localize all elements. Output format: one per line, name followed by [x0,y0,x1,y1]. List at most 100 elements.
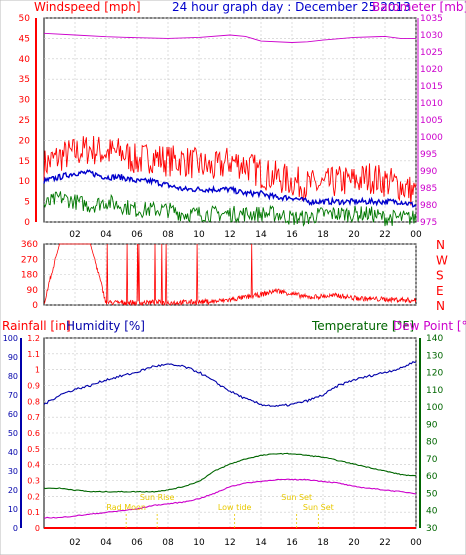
time-tick-label-bottom: 08 [162,538,174,548]
rainfall-tick-label: 0 [35,524,40,533]
time-tick-label-bottom: 00 [410,538,422,548]
temperature-tick-label: 110 [426,386,443,396]
series-layer [43,32,417,529]
barometer-tick-label: 980 [420,201,437,211]
temperature-tick-label: 130 [426,351,443,361]
chart-title: 24 hour graph day : December 25 2013 [172,0,411,14]
dew-point-axis-label: Dew Point [°F] [393,319,466,333]
event-label: Sun Set [281,493,312,502]
humidity-tick-label: 50 [8,429,18,438]
time-tick-label-bottom: 06 [131,538,143,548]
compass-label: N [436,238,445,252]
windspeed-tick-label: 45 [19,34,30,44]
temperature-tick-label: 100 [426,403,443,413]
temperature-tick-label: 50 [426,489,438,499]
barometer-tick-label: 990 [420,167,437,177]
humidity-axis-label: Humidity [%] [66,319,145,333]
axes-layer: 0202040406060808101012121414161618182020… [3,14,448,548]
time-tick-label-top: 00 [410,230,422,240]
time-tick-label-top: 04 [100,230,112,240]
direction-tick-label: 180 [21,271,38,281]
time-tick-label-bottom: 04 [100,538,112,548]
windspeed-line [43,135,417,206]
humidity-tick-label: 30 [8,467,18,476]
event-label: Low tide [218,503,252,512]
rainfall-tick-label: 0.6 [27,429,40,438]
rainfall-tick-label: 0.3 [27,477,40,486]
time-tick-label-bottom: 14 [255,538,267,548]
humidity-tick-label: 80 [8,372,18,381]
barometer-tick-label: 975 [420,218,437,228]
barometer-tick-label: 1005 [420,116,443,126]
time-tick-label-bottom: 10 [193,538,205,548]
time-tick-label-top: 18 [317,230,329,240]
rainfall-tick-label: 0.1 [27,508,40,517]
temperature-tick-label: 30 [426,524,438,534]
rainfall-tick-label: 0.8 [27,397,40,406]
barometer-tick-label: 1010 [420,99,443,109]
temperature-tick-label: 90 [426,420,438,430]
time-tick-label-bottom: 02 [69,538,80,548]
humidity-tick-label: 20 [8,486,18,495]
windspeed-tick-label: 20 [19,136,31,146]
humidity-tick-label: 10 [8,505,18,514]
grid-layer [44,17,417,529]
time-tick-label-top: 08 [162,230,174,240]
windspeed-tick-label: 5 [24,198,30,208]
compass-label: S [436,269,444,283]
rainfall-axis-label: Rainfall [in] [2,319,71,333]
rainfall-tick-label: 0.7 [27,413,40,422]
humidity-tick-label: 90 [8,353,18,362]
time-tick-label-top: 02 [69,230,80,240]
barometer-line [43,32,416,43]
windspeed-tick-label: 25 [19,116,30,126]
rainfall-tick-label: 0.4 [27,461,40,470]
temperature-tick-label: 60 [426,472,438,482]
windspeed-axis-label: Windspeed [mph] [34,0,141,14]
temperature-line [43,452,417,493]
time-tick-label-top: 14 [255,230,267,240]
rainfall-tick-label: 0.5 [27,445,40,454]
time-tick-label-bottom: 16 [286,538,298,548]
windspeed-tick-label: 35 [19,75,30,85]
direction-tick-label: 0 [32,301,38,311]
wind-average-line [43,169,417,208]
time-tick-label-top: 12 [224,230,235,240]
humidity-tick-label: 100 [3,334,18,343]
barometer-tick-label: 1030 [420,31,443,41]
temperature-tick-label: 140 [426,334,443,344]
temperature-tick-label: 40 [426,507,438,517]
barometer-tick-label: 1035 [420,14,443,24]
windspeed-tick-label: 50 [19,14,31,24]
windspeed-tick-label: 15 [19,157,30,167]
time-tick-label-top: 16 [286,230,298,240]
humidity-tick-label: 70 [8,391,18,400]
windspeed-tick-label: 30 [19,96,31,106]
barometer-tick-label: 985 [420,184,437,194]
wind-low-line [43,191,417,227]
time-tick-label-bottom: 20 [348,538,360,548]
windspeed-tick-label: 40 [19,55,31,65]
direction-tick-label: 90 [27,286,39,296]
time-tick-label-top: 10 [193,230,205,240]
windspeed-tick-label: 0 [24,218,30,228]
event-label: Sun Set [303,503,334,512]
temperature-tick-label: 70 [426,455,438,465]
wind-direction-line [43,243,417,307]
direction-tick-label: 270 [21,255,38,265]
barometer-tick-label: 1000 [420,133,443,143]
barometer-tick-label: 995 [420,150,437,160]
compass-label: N [436,299,445,313]
windspeed-tick-label: 10 [19,177,31,187]
temperature-tick-label: 80 [426,438,438,448]
time-tick-label-top: 22 [379,230,390,240]
compass-label: E [436,284,444,298]
barometer-tick-label: 1020 [420,65,443,75]
event-label: Rad.Moon [106,503,146,512]
event-label: Sun Rise [140,493,175,502]
direction-tick-label: 360 [21,240,38,250]
compass-label: W [436,253,448,267]
